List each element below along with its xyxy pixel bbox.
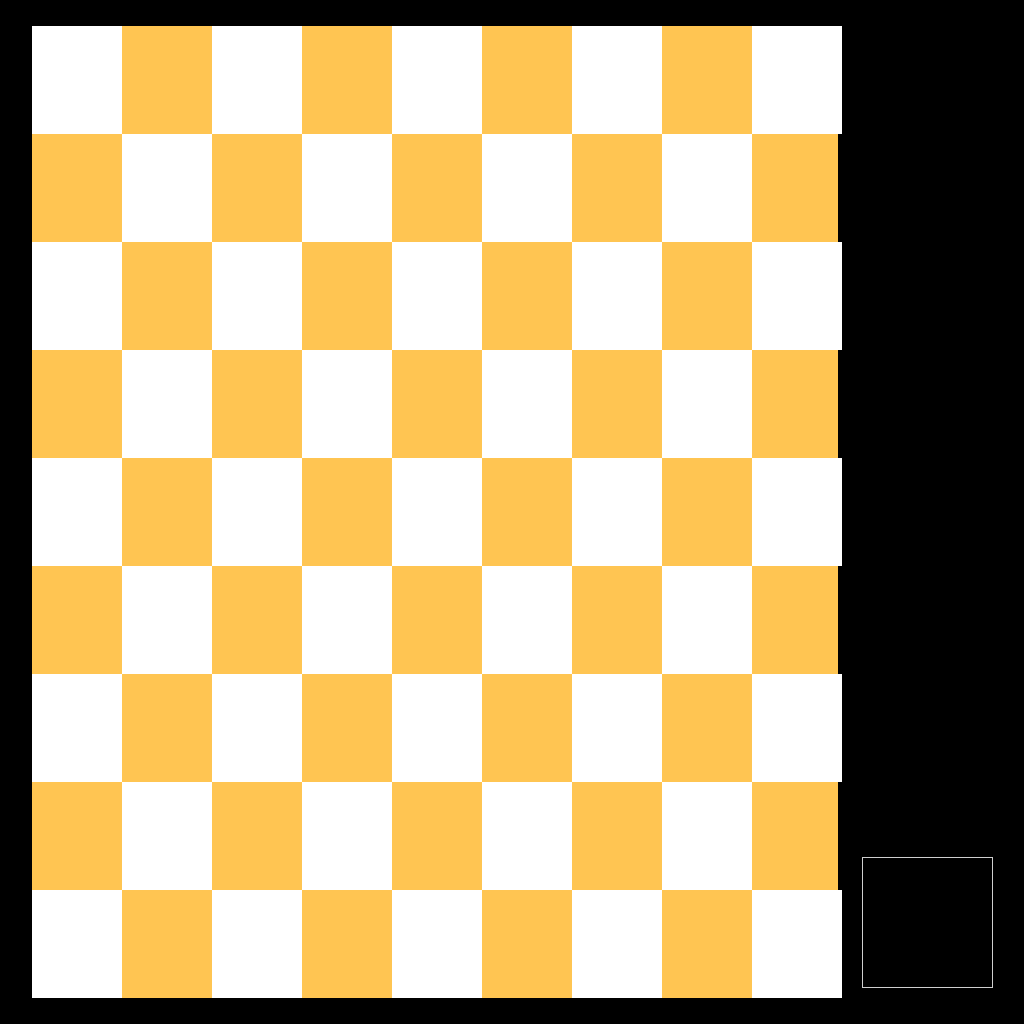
board-cell-r6-c7[interactable]	[572, 566, 662, 674]
board-cell-r8-c2[interactable]	[122, 782, 212, 890]
board-cell-r2-c3[interactable]	[212, 134, 302, 242]
board-cell-r1-c4[interactable]	[302, 26, 392, 134]
board-cell-r7-c1[interactable]	[32, 674, 122, 782]
board-cell-r3-c5[interactable]	[392, 242, 482, 350]
board-cell-r7-c7[interactable]	[572, 674, 662, 782]
board-cell-r6-c8[interactable]	[662, 566, 752, 674]
board-cell-r3-c2[interactable]	[122, 242, 212, 350]
board-cell-r6-c4[interactable]	[302, 566, 392, 674]
board-cell-r4-c5[interactable]	[392, 350, 482, 458]
board-cell-r2-c8[interactable]	[662, 134, 752, 242]
board-cell-r7-c8[interactable]	[662, 674, 752, 782]
board-cell-r2-c2[interactable]	[122, 134, 212, 242]
board-cell-r9-c4[interactable]	[302, 890, 392, 998]
board-cell-r3-c9[interactable]	[752, 242, 842, 350]
board-cell-r3-c1[interactable]	[32, 242, 122, 350]
board-cell-r6-c3[interactable]	[212, 566, 302, 674]
board-cell-r1-c1[interactable]	[32, 26, 122, 134]
board-cell-r3-c3[interactable]	[212, 242, 302, 350]
board-cell-r3-c6[interactable]	[482, 242, 572, 350]
board-cell-r3-c4[interactable]	[302, 242, 392, 350]
board-cell-r7-c2[interactable]	[122, 674, 212, 782]
board-cell-r8-c4[interactable]	[302, 782, 392, 890]
next-piece-preview	[862, 857, 993, 988]
board-cell-r4-c3[interactable]	[212, 350, 302, 458]
board-cell-r4-c4[interactable]	[302, 350, 392, 458]
board-cell-r1-c5[interactable]	[392, 26, 482, 134]
board-cell-r7-c5[interactable]	[392, 674, 482, 782]
board-cell-r8-c3[interactable]	[212, 782, 302, 890]
board-cell-r8-c5[interactable]	[392, 782, 482, 890]
board-cell-r7-c4[interactable]	[302, 674, 392, 782]
board-cell-r9-c1[interactable]	[32, 890, 122, 998]
board-cell-r9-c9[interactable]	[752, 890, 842, 998]
board-cell-r1-c8[interactable]	[662, 26, 752, 134]
board-cell-r7-c6[interactable]	[482, 674, 572, 782]
board-cell-r4-c7[interactable]	[572, 350, 662, 458]
board-cell-r1-c9[interactable]	[752, 26, 842, 134]
board-cell-r4-c9[interactable]	[752, 350, 838, 458]
board-cell-r6-c9[interactable]	[752, 566, 838, 674]
board-cell-r1-c6[interactable]	[482, 26, 572, 134]
board-cell-r6-c6[interactable]	[482, 566, 572, 674]
board-cell-r8-c8[interactable]	[662, 782, 752, 890]
board-cell-r5-c3[interactable]	[212, 458, 302, 566]
board-cell-r3-c7[interactable]	[572, 242, 662, 350]
board-cell-r1-c7[interactable]	[572, 26, 662, 134]
board-cell-r5-c6[interactable]	[482, 458, 572, 566]
board-cell-r9-c8[interactable]	[662, 890, 752, 998]
board-cell-r4-c2[interactable]	[122, 350, 212, 458]
board-cell-r8-c1[interactable]	[32, 782, 122, 890]
board-cell-r2-c5[interactable]	[392, 134, 482, 242]
board-cell-r2-c7[interactable]	[572, 134, 662, 242]
board-cell-r8-c9[interactable]	[752, 782, 838, 890]
board-cell-r6-c1[interactable]	[32, 566, 122, 674]
board-cell-r5-c2[interactable]	[122, 458, 212, 566]
board-cell-r4-c8[interactable]	[662, 350, 752, 458]
board-cell-r6-c5[interactable]	[392, 566, 482, 674]
board-cell-r2-c1[interactable]	[32, 134, 122, 242]
board-cell-r7-c9[interactable]	[752, 674, 842, 782]
board-cell-r2-c9[interactable]	[752, 134, 838, 242]
checkerboard[interactable]	[32, 26, 842, 998]
board-cell-r4-c6[interactable]	[482, 350, 572, 458]
board-cell-r2-c4[interactable]	[302, 134, 392, 242]
board-cell-r8-c7[interactable]	[572, 782, 662, 890]
board-cell-r5-c4[interactable]	[302, 458, 392, 566]
board-cell-r4-c1[interactable]	[32, 350, 122, 458]
board-cell-r9-c3[interactable]	[212, 890, 302, 998]
board-cell-r5-c5[interactable]	[392, 458, 482, 566]
board-cell-r3-c8[interactable]	[662, 242, 752, 350]
board-cell-r8-c6[interactable]	[482, 782, 572, 890]
board-cell-r5-c8[interactable]	[662, 458, 752, 566]
board-cell-r5-c9[interactable]	[752, 458, 842, 566]
board-cell-r7-c3[interactable]	[212, 674, 302, 782]
board-cell-r9-c6[interactable]	[482, 890, 572, 998]
board-cell-r9-c2[interactable]	[122, 890, 212, 998]
board-cell-r6-c2[interactable]	[122, 566, 212, 674]
board-cell-r9-c5[interactable]	[392, 890, 482, 998]
board-cell-r5-c1[interactable]	[32, 458, 122, 566]
board-cell-r9-c7[interactable]	[572, 890, 662, 998]
board-cell-r1-c3[interactable]	[212, 26, 302, 134]
board-cell-r1-c2[interactable]	[122, 26, 212, 134]
board-cell-r5-c7[interactable]	[572, 458, 662, 566]
board-cell-r2-c6[interactable]	[482, 134, 572, 242]
